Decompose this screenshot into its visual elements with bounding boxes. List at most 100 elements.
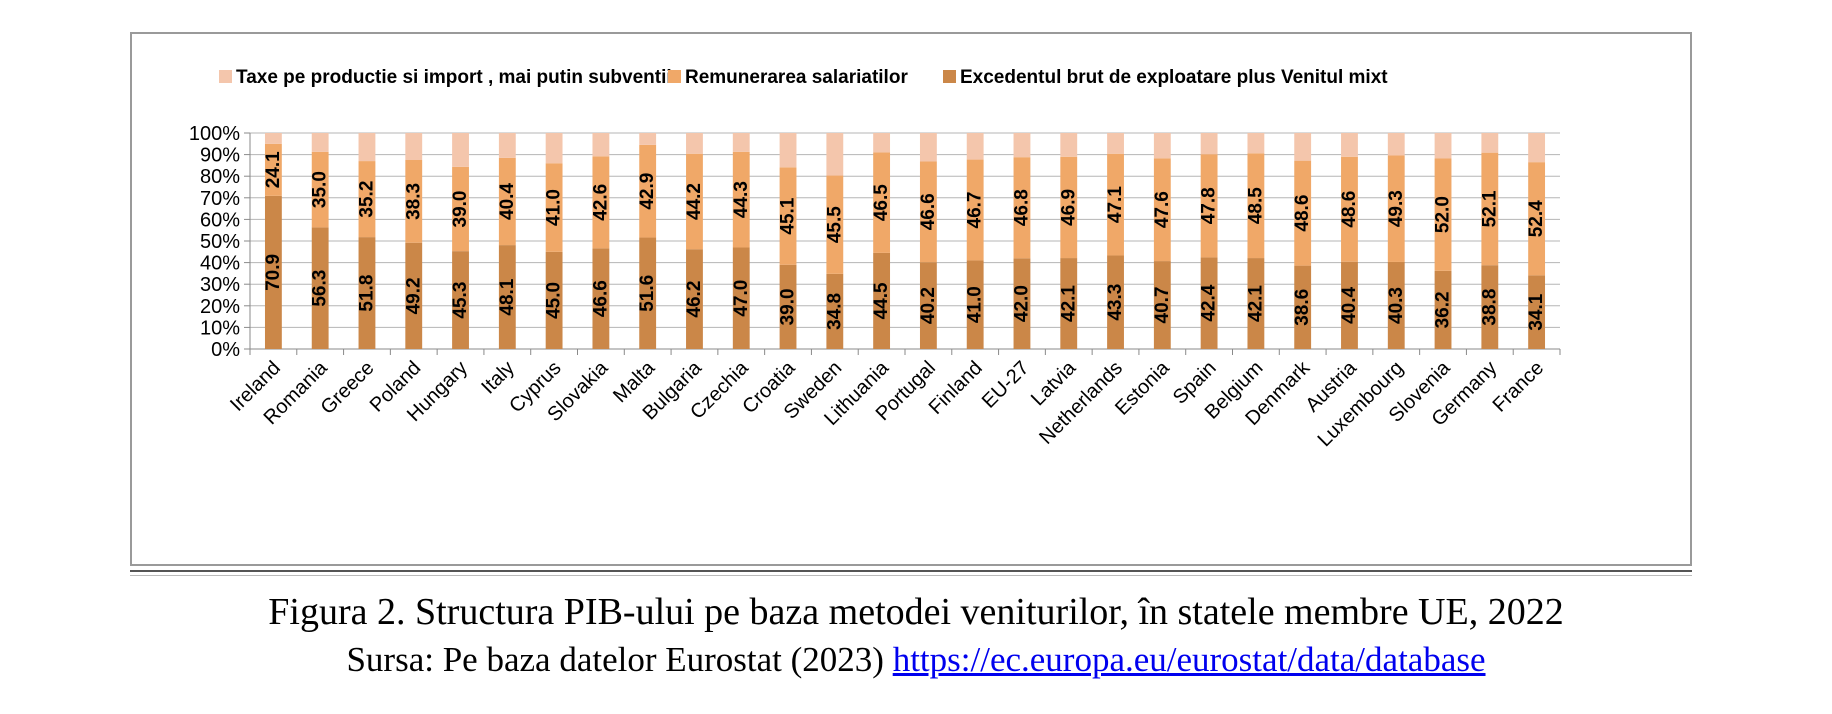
bar-segment: [1481, 152, 1499, 266]
bar-segment: [405, 242, 423, 349]
category-label: Finland: [925, 357, 987, 419]
bar-segment: [1387, 133, 1405, 156]
bar-segment: [686, 153, 703, 250]
data-label: 46.2: [684, 281, 705, 318]
data-label: 46.6: [918, 193, 939, 230]
source-prefix: Sursa: Pe baza datelor Eurostat (2023): [346, 640, 893, 679]
data-label: 45.1: [778, 197, 799, 234]
data-label: 42.1: [1058, 285, 1079, 322]
bar-segment: [452, 251, 469, 349]
bar-segment: [1387, 155, 1405, 262]
bar-segment: [545, 251, 563, 349]
data-label: 39.0: [450, 191, 471, 228]
chart-bars: 70.9 24.1 56.3 35.0 51.8 35.2 49.2 38.3 45.3 39.0…: [263, 133, 1547, 349]
bar-segment: [1153, 261, 1171, 349]
bar-segment: [405, 133, 423, 160]
bar-segment: [358, 133, 376, 162]
data-label: 52.4: [1526, 200, 1547, 237]
source-link[interactable]: https://ec.europa.eu/eurostat/data/datab…: [892, 640, 1486, 679]
bar-segment: [1107, 153, 1124, 256]
data-label: 44.3: [731, 181, 752, 218]
data-label: 52.1: [1479, 190, 1500, 227]
bar-segment: [592, 156, 610, 249]
data-label: 41.0: [544, 189, 565, 226]
bar-segment: [1247, 258, 1265, 349]
bar-segment: [1107, 255, 1124, 349]
data-label: 48.6: [1292, 195, 1313, 232]
bar-segment: [1060, 258, 1078, 349]
bar-segment: [498, 245, 516, 349]
bar-segment: [1387, 261, 1405, 349]
y-tick-label: 100%: [189, 123, 240, 145]
y-tick-label: 30%: [200, 274, 240, 296]
data-label: 46.6: [590, 280, 611, 317]
bar-segment: [1200, 133, 1218, 155]
y-tick-label: 10%: [200, 317, 240, 339]
chart-svg: Taxe pe productie si import , mai putin …: [189, 67, 1561, 451]
bar-segment: [873, 152, 891, 253]
bar-segment: [966, 159, 984, 261]
data-label: 45.3: [450, 282, 471, 319]
figure-source: Sursa: Pe baza datelor Eurostat (2023) h…: [0, 640, 1832, 680]
category-label: Estonia: [1111, 356, 1174, 419]
bar-segment: [592, 133, 610, 157]
data-label: 40.4: [1339, 286, 1360, 323]
data-label: 38.6: [1292, 289, 1313, 326]
bar-segment: [264, 133, 282, 144]
data-label: 41.0: [965, 286, 986, 323]
legend-label: Excedentul brut de exploatare plus Venit…: [960, 67, 1388, 88]
y-tick-label: 0%: [211, 339, 240, 361]
data-label: 45.0: [544, 282, 565, 319]
data-label: 34.8: [824, 293, 845, 330]
data-label: 38.8: [1479, 289, 1500, 326]
data-label: 40.3: [1386, 287, 1407, 324]
data-label: 56.3: [310, 270, 331, 307]
data-label: 40.4: [497, 183, 518, 220]
bar-segment: [1528, 275, 1546, 349]
bar-segment: [1294, 133, 1312, 161]
bar-segment: [1481, 265, 1499, 349]
data-label: 44.2: [684, 183, 705, 220]
bar-segment: [592, 248, 610, 349]
data-label: 48.1: [497, 278, 518, 315]
caption-separator: [130, 570, 1692, 572]
data-label: 70.9: [263, 254, 284, 291]
data-label: 43.3: [1105, 284, 1126, 321]
bar-segment: [545, 133, 563, 164]
data-label: 36.2: [1433, 291, 1454, 328]
data-label: 39.0: [778, 288, 799, 325]
data-label: 42.4: [1199, 284, 1220, 321]
category-label: Greece: [317, 357, 379, 419]
bar-segment: [452, 133, 469, 167]
bar-segment: [1013, 258, 1031, 349]
data-label: 46.7: [965, 192, 986, 229]
bar-segment: [919, 161, 937, 263]
bar-segment: [1434, 270, 1452, 349]
data-label: 24.1: [263, 151, 284, 188]
legend-swatch: [219, 70, 232, 83]
bar-segment: [1341, 261, 1358, 349]
data-label: 40.2: [918, 287, 939, 324]
chart-legend: Taxe pe productie si import , mai putin …: [219, 67, 1388, 88]
legend-item: Taxe pe productie si import , mai putin …: [219, 67, 672, 88]
data-label: 52.0: [1433, 196, 1454, 233]
bar-segment: [873, 252, 891, 349]
data-label: 51.8: [357, 275, 378, 312]
data-label: 47.6: [1152, 191, 1173, 228]
bar-segment: [264, 195, 282, 349]
bar-segment: [1013, 157, 1031, 259]
data-label: 45.5: [824, 206, 845, 243]
bar-segment: [311, 133, 329, 152]
bar-segment: [452, 166, 469, 252]
bar-segment: [732, 151, 750, 248]
data-label: 48.6: [1339, 191, 1360, 228]
bar-segment: [966, 133, 984, 160]
bar-segment: [779, 167, 797, 265]
data-label: 38.3: [403, 183, 424, 220]
data-label: 49.3: [1386, 190, 1407, 227]
bar-segment: [1107, 133, 1124, 154]
y-axis: 0%10%20%30%40%50%60%70%80%90%100%: [189, 123, 251, 361]
bar-segment: [1341, 133, 1358, 157]
category-label: France: [1489, 357, 1549, 417]
bar-segment: [1528, 162, 1546, 276]
